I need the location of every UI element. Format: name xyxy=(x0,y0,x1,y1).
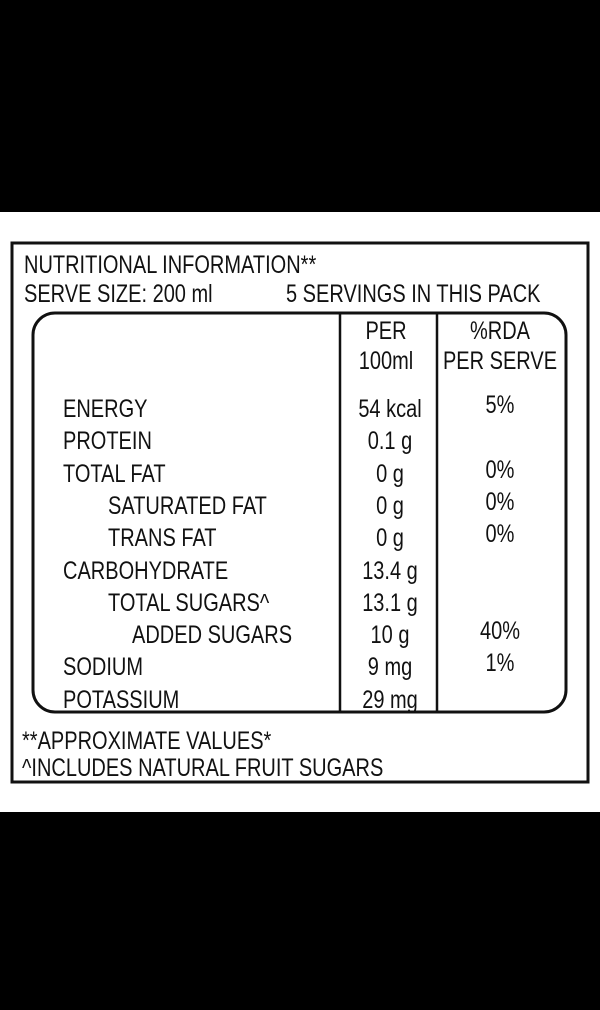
table-border xyxy=(31,311,568,714)
column-header: 100ml xyxy=(358,347,414,375)
per-100ml: 54 kcal xyxy=(358,395,422,423)
nutrient-name: ADDED SUGARS xyxy=(132,621,293,650)
footnote: ^INCLUDES NATURAL FRUIT SUGARS xyxy=(22,754,384,782)
nutrient-name: SODIUM xyxy=(63,653,143,682)
footnote: **APPROXIMATE VALUES* xyxy=(22,727,272,755)
per-100ml: 0 g xyxy=(376,524,404,553)
per-100ml: 13.1 g xyxy=(362,588,418,617)
per-100ml: 0 g xyxy=(376,459,404,488)
nutrient-name: TOTAL SUGARS^ xyxy=(108,588,270,617)
title: NUTRITIONAL INFORMATION** xyxy=(24,251,317,279)
rda: 0% xyxy=(485,520,515,549)
nutrient-name: PROTEIN xyxy=(63,427,152,456)
rda: 0% xyxy=(485,455,515,484)
column-header: %RDA xyxy=(469,317,530,345)
per-100ml: 9 mg xyxy=(367,653,413,682)
label-frame xyxy=(10,241,590,784)
column-header: PER SERVE xyxy=(442,347,558,375)
per-100ml: 29 mg xyxy=(362,685,418,714)
serve-size: SERVE SIZE: 200 ml xyxy=(24,280,213,308)
per-100ml: 10 g xyxy=(370,621,410,650)
rda: 40% xyxy=(479,617,521,646)
rda: 5% xyxy=(485,391,515,419)
nutrient-name: TRANS FAT xyxy=(108,524,217,553)
per-100ml: 0.1 g xyxy=(367,427,413,456)
per-100ml: 0 g xyxy=(376,491,404,520)
nutrient-name: SATURATED FAT xyxy=(108,491,267,520)
outer-border xyxy=(10,241,590,784)
nutrient-name: CARBOHYDRATE xyxy=(63,556,229,585)
per-100ml: 13.4 g xyxy=(362,556,418,585)
nutrient-name: ENERGY xyxy=(63,395,148,423)
label-panel: NUTRITIONAL INFORMATION** SERVE SIZE: 200… xyxy=(0,212,600,812)
nutrient-name: TOTAL FAT xyxy=(63,459,166,488)
rda: 0% xyxy=(485,487,515,516)
nutrient-name: POTASSIUM xyxy=(63,685,180,714)
column-header: PER xyxy=(365,317,407,345)
rda: 1% xyxy=(485,649,515,678)
servings: 5 SERVINGS IN THIS PACK xyxy=(286,280,541,308)
